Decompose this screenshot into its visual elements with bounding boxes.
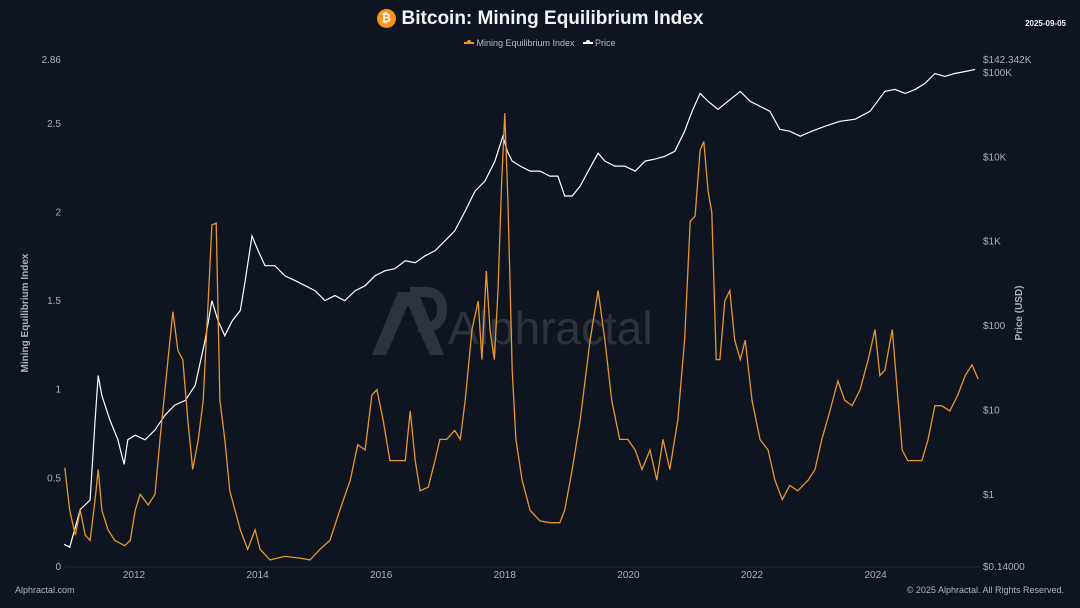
legend: Mining Equilibrium Index Price [0,38,1080,48]
watermark-logo-loop [410,287,448,332]
x-tick-label: 2018 [494,570,517,581]
footer-copyright: © 2025 Alphractal. All Rights Reserved. [906,585,1064,595]
y-left-tick-label: 2.86 [42,55,62,66]
series-price-line [63,68,976,549]
y-right-tick-label: $10 [983,406,1000,417]
y-right-tick-label: $1K [983,237,1001,248]
watermark-logo-icon [372,292,444,355]
y-right-tick-label: $100 [983,321,1006,332]
series-mei-line [64,113,979,561]
y-right-tick-label: $1 [983,490,995,501]
x-tick-label: 2022 [741,570,764,581]
x-tick-label: 2016 [370,570,393,581]
x-tick-label: 2024 [864,570,887,581]
x-tick-label: 2012 [123,570,146,581]
date-stamp: 2025-09-05 [1025,19,1066,28]
y-left-tick-label: 0.5 [47,473,61,484]
y-right-tick-label: $142.342K [983,55,1032,66]
y-right-tick-label: $10K [983,152,1007,163]
legend-marker-price [583,40,594,44]
y-left-tick-label: 1 [55,385,61,396]
legend-marker-mei [464,40,475,44]
x-tick-label: 2020 [617,570,640,581]
y-right-tick-label: $0.14000 [983,562,1025,573]
bitcoin-icon: ₿ [376,9,396,28]
legend-item-price[interactable]: Price [583,38,616,48]
y-left-tick-label: 2.5 [47,119,61,130]
y-left-tick-label: 2 [55,207,61,218]
y-left-tick-label: 0 [55,562,61,573]
y-right-tick-label: $100K [983,68,1012,79]
legend-item-mei[interactable]: Mining Equilibrium Index [464,38,575,48]
chart-title: ₿ Bitcoin: Mining Equilibrium Index [0,8,1080,30]
y-left-tick-label: 1.5 [47,296,61,307]
y-axis-right-title: Price (USD) [1014,285,1025,340]
y-axis-left-title: Mining Equilibrium Index [20,253,31,372]
x-tick-label: 2014 [246,570,269,581]
watermark: Alphractal [372,287,653,355]
footer-site[interactable]: Alphractal.com [15,585,75,595]
